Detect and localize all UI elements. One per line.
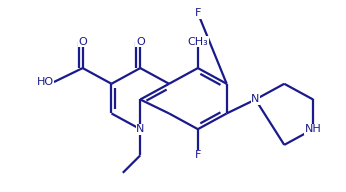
- Text: HO: HO: [37, 77, 54, 87]
- Text: F: F: [195, 150, 201, 160]
- Text: NH: NH: [305, 124, 321, 134]
- Text: N: N: [136, 124, 145, 134]
- Text: CH₃: CH₃: [188, 37, 208, 47]
- Text: O: O: [78, 37, 87, 47]
- Text: N: N: [251, 94, 260, 104]
- Text: O: O: [136, 37, 145, 47]
- Text: F: F: [195, 8, 201, 18]
